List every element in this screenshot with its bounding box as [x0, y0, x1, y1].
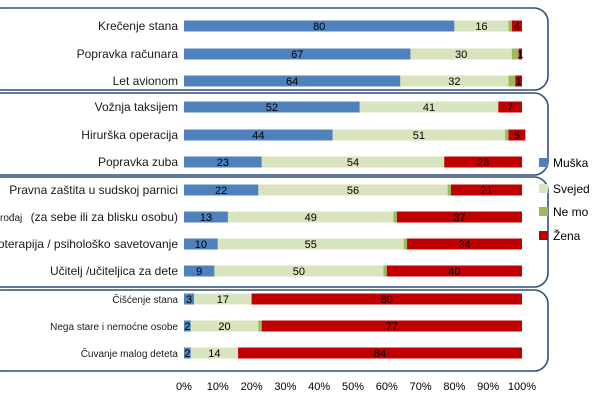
data-label: 80: [381, 294, 393, 306]
stacked-bar-chart: 80 16 467 30 164 32 152 41 744 51 523 54 2322 56 2113 4…: [0, 0, 600, 400]
data-label: 3: [186, 294, 192, 306]
legend-label: Muška: [553, 156, 589, 170]
bar-segment: [258, 321, 261, 332]
data-label: 17: [217, 294, 229, 306]
data-label: 23: [217, 157, 229, 169]
bars: 80 16 467 30 164 32 152 41 744 51 523 54 2322 56 2113 4…: [184, 21, 525, 361]
data-label: 14: [208, 348, 220, 360]
x-tick-label: 30%: [274, 381, 296, 393]
x-tick-label: 80%: [443, 381, 465, 393]
legend-swatch: [539, 158, 548, 167]
legend-label: Žena: [553, 228, 581, 243]
legend-swatch: [539, 231, 548, 240]
legend-swatch: [539, 184, 548, 193]
data-label: 10: [195, 239, 207, 251]
data-label: 1: [517, 49, 523, 61]
data-label: 51: [413, 130, 425, 142]
category-label: Učitelj /učiteljica za dete: [50, 264, 178, 278]
data-label: 9: [196, 266, 202, 278]
data-label: 7: [507, 102, 513, 114]
x-tick-label: 50%: [342, 381, 364, 393]
data-label: 64: [286, 76, 298, 88]
bar-segment: [505, 130, 508, 141]
data-label: 49: [305, 212, 317, 224]
x-tick-label: 70%: [410, 381, 432, 393]
bar-segment: [508, 76, 515, 87]
x-tick-label: 0%: [176, 381, 192, 393]
category-label: oterapija / psihološko savetovanje: [0, 237, 178, 251]
data-label: 13: [200, 212, 212, 224]
data-label: 21: [480, 185, 492, 197]
data-label: 80: [313, 21, 325, 33]
legend-swatch: [539, 207, 548, 216]
legend-label: Svejed: [553, 182, 590, 196]
data-label: 34: [458, 239, 470, 251]
data-label: 54: [347, 157, 359, 169]
data-label: 40: [448, 266, 460, 278]
data-label: 16: [475, 21, 487, 33]
category-label: Hirurška operacija: [81, 128, 178, 142]
category-label: Krečenje stana: [98, 19, 178, 33]
bar-segment: [448, 185, 451, 196]
data-label: 30: [455, 49, 467, 61]
data-label: 41: [423, 102, 435, 114]
bar-segment: [383, 266, 386, 277]
category-label: Vožnja taksijem: [95, 100, 178, 114]
x-tick-label: 40%: [308, 381, 330, 393]
category-label: Let avionom: [113, 74, 178, 88]
data-label: 56: [347, 185, 359, 197]
legend-label: Ne mo: [553, 205, 589, 219]
category-label: Popravka zuba: [98, 155, 178, 169]
x-tick-label: 20%: [241, 381, 263, 393]
category-label: rođaj: [0, 213, 22, 224]
data-label: 22: [215, 185, 227, 197]
x-tick-label: 10%: [207, 381, 229, 393]
x-tick-label: 60%: [376, 381, 398, 393]
data-label: 55: [305, 239, 317, 251]
category-labels: Krečenje stana Popravka računara Let avion…: [0, 19, 178, 360]
category-label: Nega stare i nemoćne osobe: [50, 322, 178, 333]
data-label: 32: [448, 76, 460, 88]
data-label: 50: [293, 266, 305, 278]
data-label: 52: [266, 102, 278, 114]
data-label: 37: [453, 212, 465, 224]
category-label: Pravna zaštita u sudskoj parnici: [9, 183, 178, 197]
data-label: 1: [516, 76, 522, 88]
data-label: 5: [514, 130, 520, 142]
x-tick-label: 90%: [477, 381, 499, 393]
bar-segment: [404, 239, 407, 250]
data-label: 44: [252, 130, 264, 142]
data-label: 84: [374, 348, 386, 360]
category-label: (za sebe ili za blisku osobu): [31, 210, 178, 224]
category-label: Čuvanje malog deteta: [81, 347, 179, 360]
x-tick-label: 100%: [508, 381, 536, 393]
data-label: 2: [184, 321, 190, 333]
data-label: 77: [386, 321, 398, 333]
bar-segment: [508, 21, 511, 32]
data-label: 2: [184, 348, 190, 360]
data-label: 67: [291, 49, 303, 61]
data-label: 4: [514, 21, 520, 33]
category-label: Čišćenje stana: [112, 293, 178, 306]
bar-segment: [394, 212, 397, 223]
legend: Muška Svejed Ne mo Žena: [539, 156, 590, 243]
category-label: Popravka računara: [77, 47, 179, 61]
data-label: 20: [218, 321, 230, 333]
data-label: 23: [477, 157, 489, 169]
x-axis: 0% 10% 20% 30% 40% 50% 60% 70% 80% 90% 100%: [176, 381, 536, 393]
